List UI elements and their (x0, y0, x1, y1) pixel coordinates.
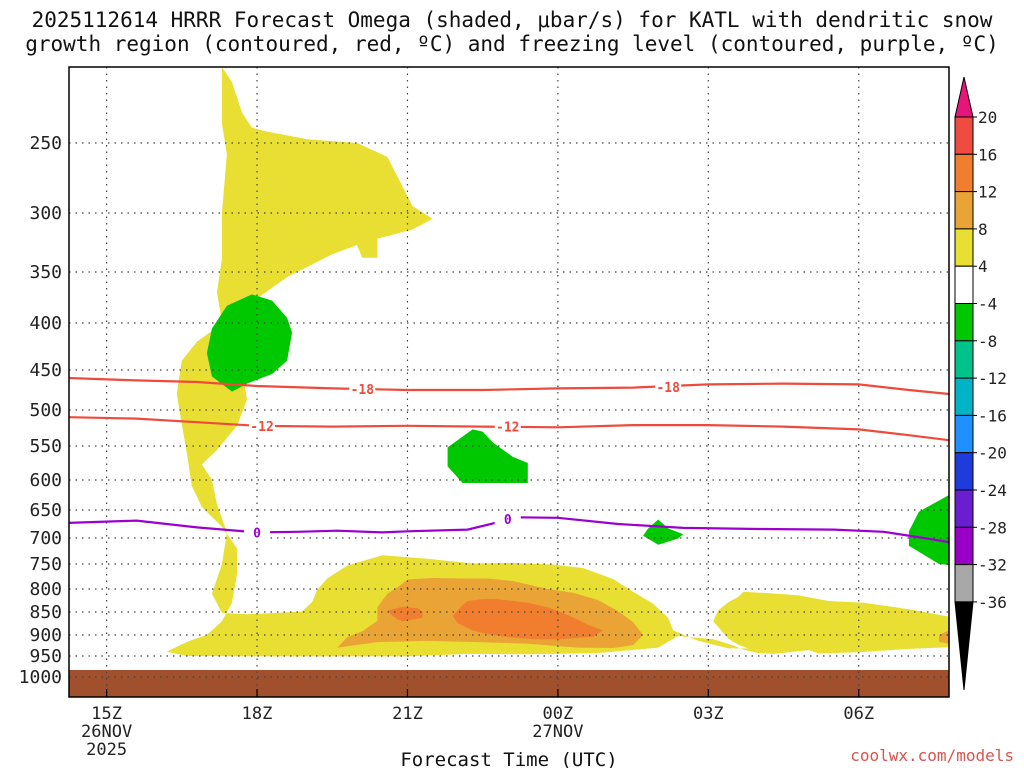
colorbar-segment (954, 526, 974, 566)
credit-text: coolwx.com/models (850, 746, 1014, 765)
x-tick-label: 03Z (693, 704, 724, 724)
x-axis-label: Forecast Time (UTC) (400, 749, 617, 768)
contour-label-bg (249, 418, 276, 433)
ground-band (69, 670, 949, 697)
omega-region--4 (206, 294, 293, 392)
x-tick-label: 18Z (242, 704, 273, 724)
colorbar-label: 12 (978, 183, 997, 202)
y-tick-label: 250 (29, 133, 62, 154)
y-tick-label: 650 (29, 500, 62, 521)
contour--18 (68, 376, 950, 396)
y-tick-label: 450 (29, 360, 62, 381)
contour-label-bg (655, 379, 682, 394)
contour-label--18: -18 (656, 381, 680, 396)
omega-fill-layer (166, 67, 950, 657)
colorbar-label: -28 (978, 518, 1007, 537)
colorbar-label: 16 (978, 145, 997, 164)
omega-region-4 (347, 147, 378, 258)
colorbar-segment (954, 489, 974, 528)
chart-title: 2025112614 HRRR Forecast Omega (shaded, … (0, 8, 1024, 56)
y-tick-label: 400 (29, 313, 62, 334)
gridlines (69, 67, 949, 697)
y-tick-label: 300 (29, 203, 62, 224)
plot-frame (68, 66, 950, 698)
title-line-1: 2025112614 HRRR Forecast Omega (shaded, … (31, 8, 993, 32)
y-tick-label: 800 (29, 579, 62, 600)
x-tick-label: 26NOV (81, 722, 132, 742)
omega-region--4 (908, 495, 949, 565)
colorbar-segment (954, 265, 974, 305)
colorbar-top-arrow (954, 76, 974, 118)
colorbar-label: -16 (978, 406, 1007, 425)
contour-label--12: -12 (496, 421, 519, 436)
colorbar-label: -8 (978, 332, 997, 351)
omega-region-12 (452, 599, 603, 640)
colorbar-segment (954, 191, 974, 230)
colorbar-bottom-arrow (954, 601, 974, 691)
colorbar-label: 20 (978, 108, 997, 127)
title-line-2: growth region (contoured, red, ºC) and f… (25, 32, 999, 56)
x-tick-label: 27NOV (532, 722, 583, 742)
colorbar-segment (954, 414, 974, 454)
omega-region-12 (387, 606, 423, 622)
x-tick-label: 00Z (543, 704, 574, 724)
contour-label-0: 0 (504, 513, 512, 528)
y-tick-label: 1000 (19, 667, 62, 688)
colorbar-segment (954, 116, 974, 155)
y-tick-label: 850 (29, 602, 62, 623)
contour-label-bg (244, 525, 271, 540)
colorbar-label: -24 (978, 481, 1007, 500)
colorbar-segment (954, 564, 974, 603)
contour-layer: -18 -18 -12 -12 0 0 (68, 376, 950, 544)
x-tick-label: 21Z (392, 704, 423, 724)
colorbar-label: -32 (978, 556, 1007, 575)
contour-label-bg (349, 382, 376, 397)
contour-label--18: -18 (351, 383, 375, 398)
y-tick-label: 750 (29, 554, 62, 575)
colorbar: 20 16 12 8 4 -4 -8 -12 -16 -20 -24 -28 -32 -36 (954, 76, 1007, 691)
y-tick-label: 550 (29, 436, 62, 457)
contour-label-bg (494, 511, 521, 526)
colorbar-segment (954, 340, 974, 379)
y-tick-label: 600 (29, 470, 62, 491)
x-tick-label: 06Z (843, 704, 874, 724)
omega-region--4 (447, 429, 528, 483)
colorbar-label: -12 (978, 369, 1007, 388)
colorbar-label: 8 (978, 220, 988, 239)
colorbar-label: -36 (978, 593, 1007, 612)
omega-region-8 (939, 630, 949, 644)
colorbar-segment (954, 452, 974, 491)
colorbar-label: -4 (978, 295, 997, 314)
x-tick-label: 2025 (86, 740, 127, 760)
contour-label--12: -12 (250, 420, 273, 435)
colorbar-segment (954, 228, 974, 267)
x-tick-label: 15Z (91, 704, 122, 724)
contour-label-bg (494, 419, 521, 434)
y-tick-label: 700 (29, 528, 62, 549)
y-axis: 2503003504004505005506006507007508008509… (19, 133, 62, 688)
y-tick-label: 900 (29, 625, 62, 646)
colorbar-segment (954, 153, 974, 193)
colorbar-segment (954, 377, 974, 416)
y-tick-label: 350 (29, 262, 62, 283)
colorbar-segment (954, 303, 974, 342)
y-tick-label: 500 (29, 400, 62, 421)
colorbar-label: -20 (978, 444, 1007, 463)
omega-region--4 (643, 519, 684, 545)
contour-label-0: 0 (253, 526, 261, 541)
colorbar-label: 4 (978, 257, 988, 276)
y-tick-label: 950 (29, 646, 62, 667)
